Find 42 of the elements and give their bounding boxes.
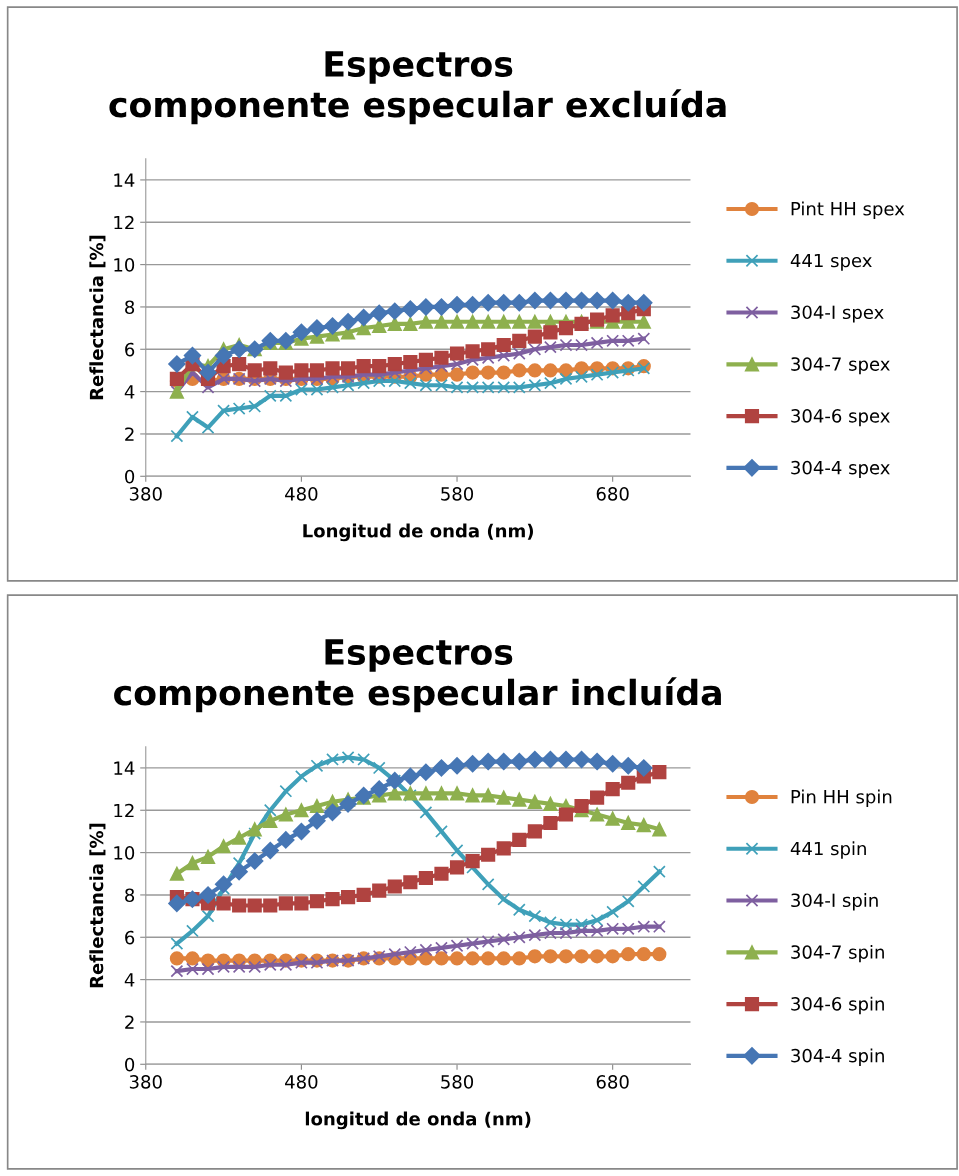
legend-label: 441 spin: [790, 841, 866, 859]
y-tick-label: 6: [125, 342, 135, 357]
y-tick-label: 6: [125, 930, 135, 945]
x-tick-label: 680: [596, 487, 629, 501]
y-axis-title: Reflectancia [%]: [89, 235, 106, 400]
y-tick-label: 14: [114, 761, 135, 775]
legend-label: 441 spex: [790, 253, 872, 271]
y-tick-label: 4: [124, 385, 135, 399]
x-tick-label: 580: [441, 1075, 474, 1089]
y-tick-label: 12: [114, 215, 134, 230]
chart-title: Espectros componente especular incluída: [114, 639, 721, 713]
legend-label: Pin HH spin: [791, 789, 892, 808]
y-axis-title: Reflectancia [%]: [89, 823, 106, 988]
chart-title: Espectros componente especular excluída: [109, 51, 726, 125]
x-tick-label: 580: [441, 487, 474, 501]
legend-label: 304-I spin: [791, 893, 878, 911]
y-tick-label: 4: [124, 973, 135, 987]
y-tick-label: 8: [125, 300, 135, 315]
legend-label: 304-6 spin: [791, 996, 884, 1015]
y-tick-label: 8: [125, 888, 135, 903]
x-axis-title: longitud de onda (nm): [305, 1111, 531, 1130]
legend-label: 304-4 spin: [791, 1048, 884, 1066]
legend-label: 304-4 spex: [791, 460, 890, 478]
y-tick-label: 2: [125, 427, 134, 441]
y-tick-label: 0: [125, 1057, 135, 1072]
x-tick-label: 380: [129, 487, 162, 501]
x-tick-label: 480: [285, 487, 318, 501]
x-tick-label: 680: [596, 1075, 629, 1089]
legend-label: Pint HH spex: [791, 201, 905, 220]
y-tick-label: 14: [114, 173, 135, 187]
legend-label: 304-7 spin: [791, 944, 884, 963]
legend-label: 304-6 spex: [791, 409, 890, 427]
x-axis-title: Longitud de onda (nm): [303, 523, 533, 542]
y-tick-label: 12: [114, 803, 134, 818]
legend-label: 304-7 spex: [791, 357, 890, 375]
legend-label: 304-I spex: [791, 305, 884, 323]
x-tick-label: 480: [285, 1075, 318, 1089]
x-tick-label: 380: [129, 1075, 162, 1089]
y-tick-label: 10: [114, 258, 135, 272]
y-tick-label: 0: [125, 469, 135, 484]
y-tick-label: 2: [125, 1015, 134, 1029]
y-tick-label: 10: [114, 846, 135, 860]
